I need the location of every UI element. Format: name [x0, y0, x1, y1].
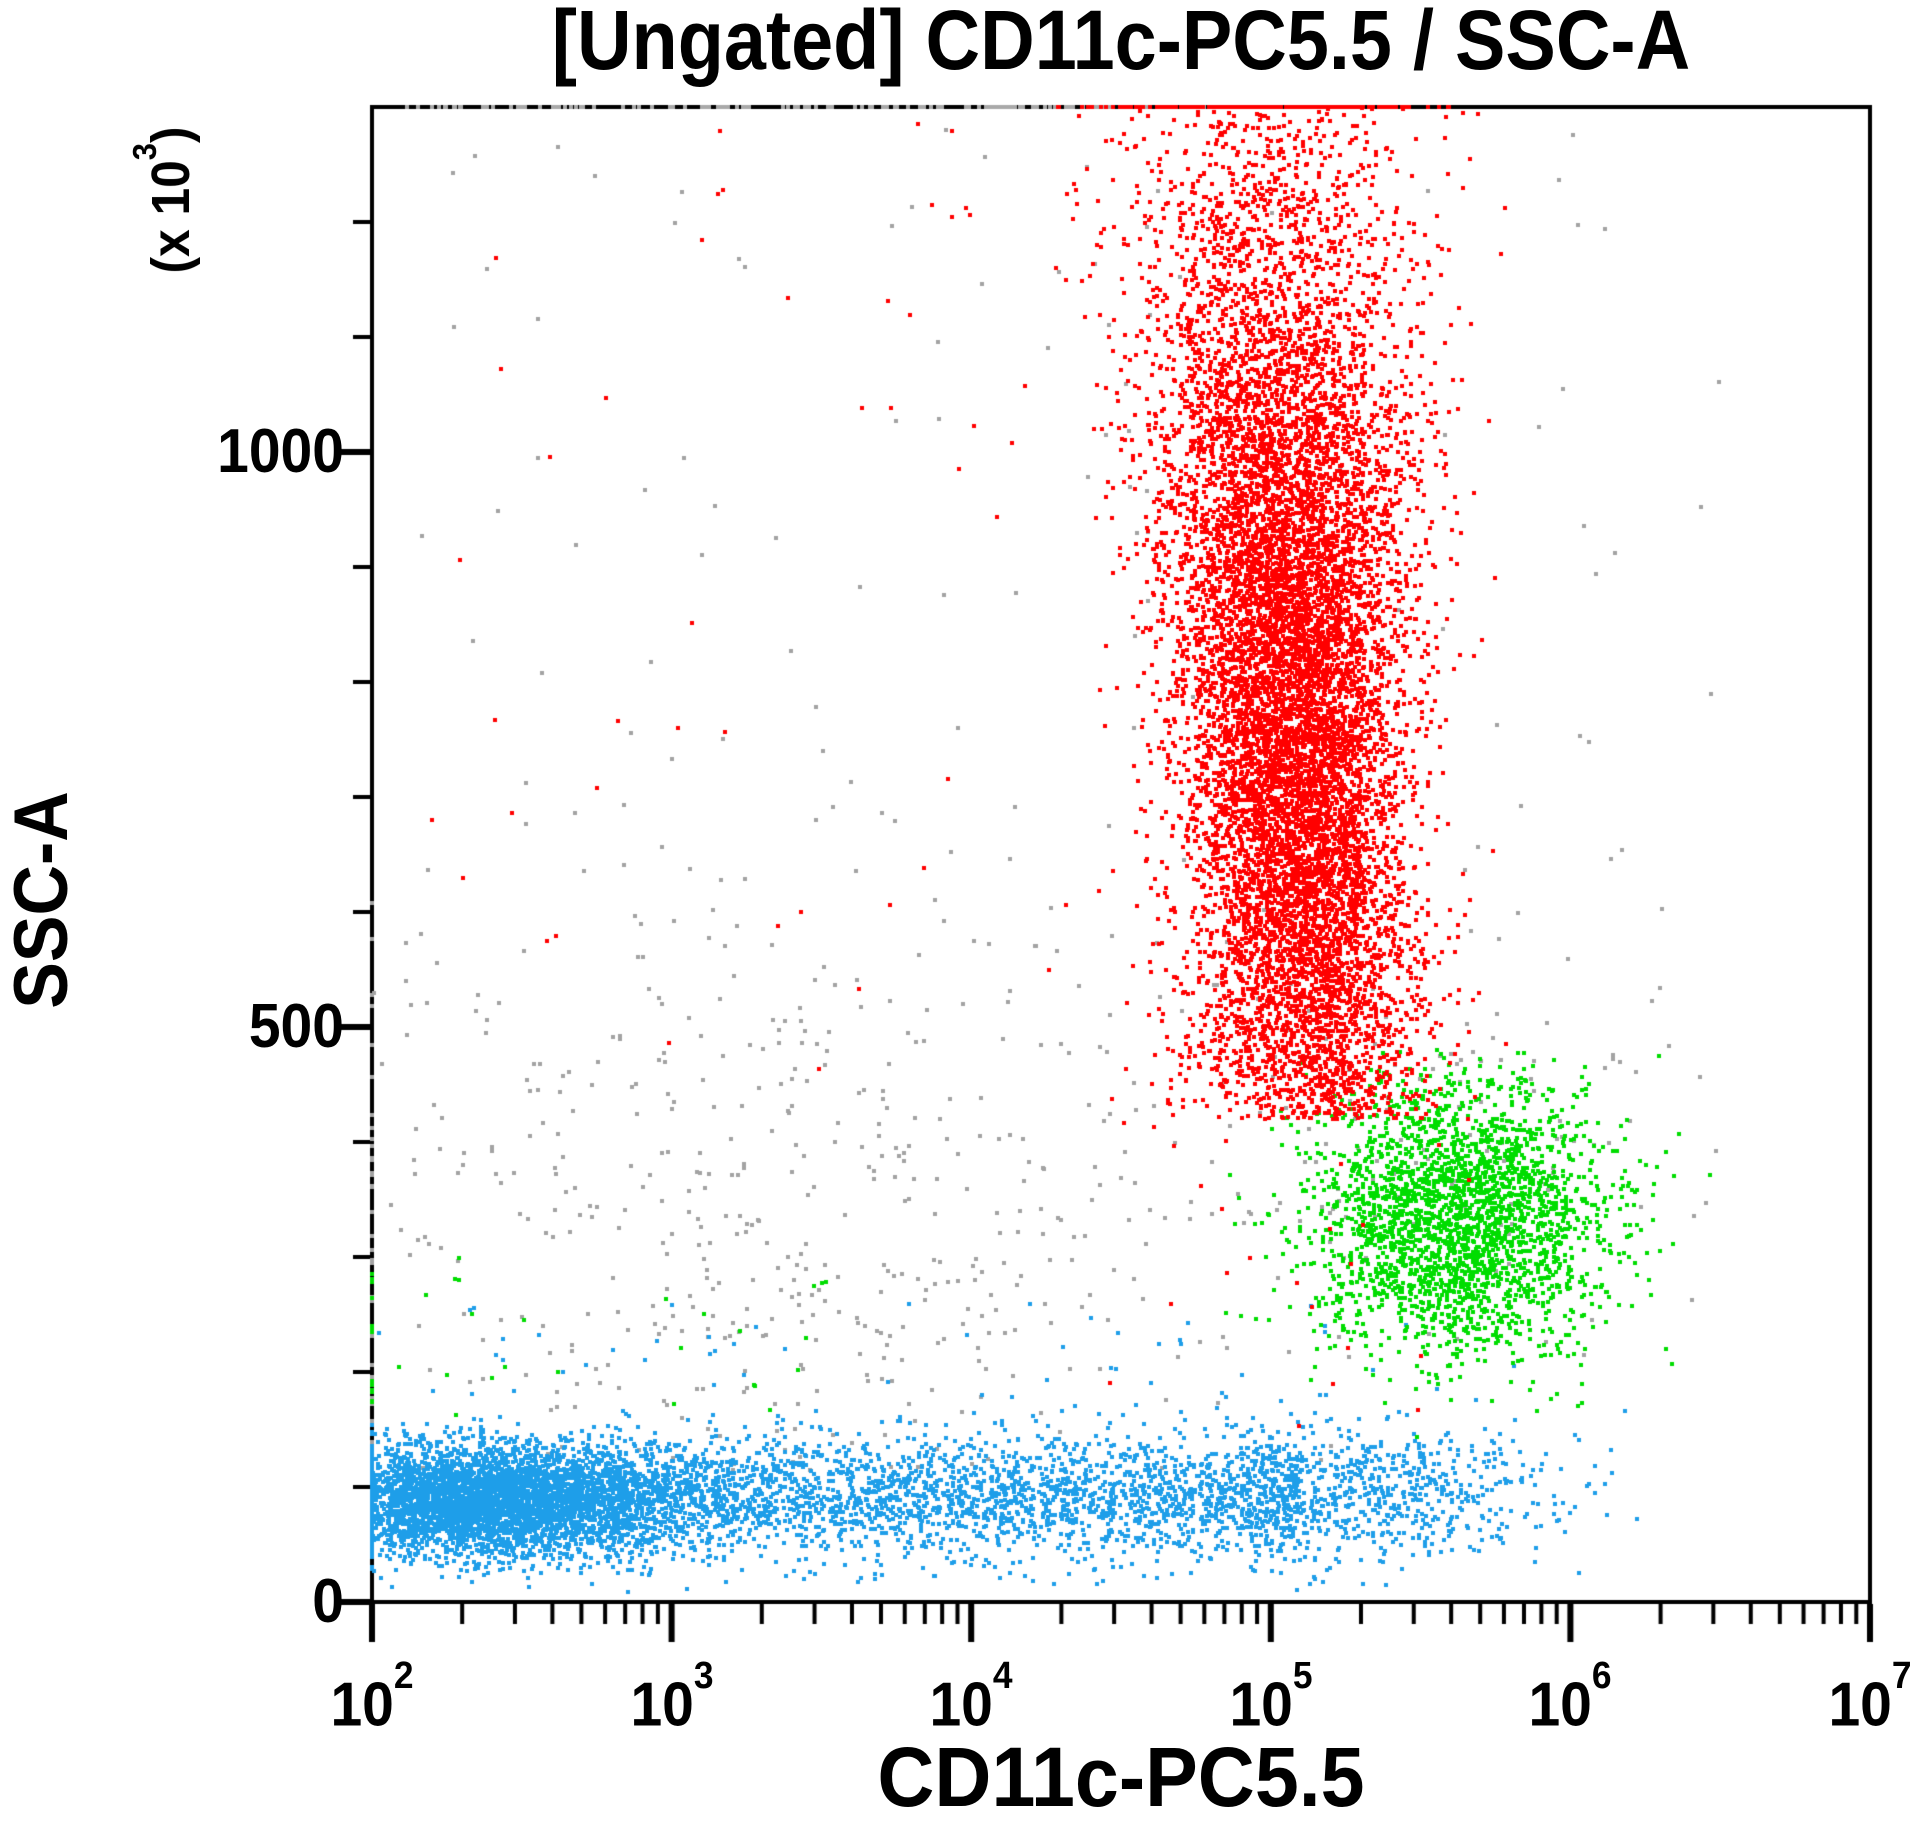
y-tick-label-0: 0: [312, 1567, 344, 1636]
x-tick-label-1e7: 107: [1796, 1646, 1925, 1740]
x-tick-label-1e5: 105: [1197, 1646, 1344, 1740]
x-tick-exponent: 4: [992, 1653, 1013, 1697]
x-tick-label-1e3: 103: [598, 1646, 745, 1740]
x-tick-label-1e2: 102: [298, 1646, 445, 1740]
plot-title: [Ungated] CD11c-PC5.5 / SSC-A: [551, 0, 1691, 87]
x-tick-base: 10: [1828, 1670, 1892, 1740]
y-tick-label-1000: 1000: [217, 417, 344, 486]
x-tick-base: 10: [1229, 1670, 1293, 1740]
y-tick-label-500: 500: [248, 992, 344, 1061]
x-tick-base: 10: [1528, 1670, 1592, 1740]
x-tick-exponent: 2: [393, 1653, 414, 1697]
x-tick-base: 10: [630, 1670, 694, 1740]
x-tick-base: 10: [929, 1670, 993, 1740]
x-axis-label: CD11c-PC5.5: [877, 1730, 1365, 1824]
x-tick-exponent: 5: [1292, 1653, 1313, 1697]
x-tick-exponent: 7: [1891, 1653, 1912, 1697]
y-axis-unit-exponent: 3: [126, 143, 164, 161]
x-tick-exponent: 6: [1591, 1653, 1612, 1697]
x-tick-label-1e6: 106: [1496, 1646, 1643, 1740]
y-axis-unit-base: (x 10: [141, 160, 201, 274]
x-tick-label-1e4: 104: [897, 1646, 1044, 1740]
x-tick-exponent: 3: [693, 1653, 714, 1697]
y-axis-unit-label: (x 103): [126, 80, 201, 319]
y-axis-unit-close: ): [141, 126, 201, 144]
x-tick-base: 10: [330, 1670, 394, 1740]
y-axis-label: SSC-A: [0, 791, 84, 1009]
